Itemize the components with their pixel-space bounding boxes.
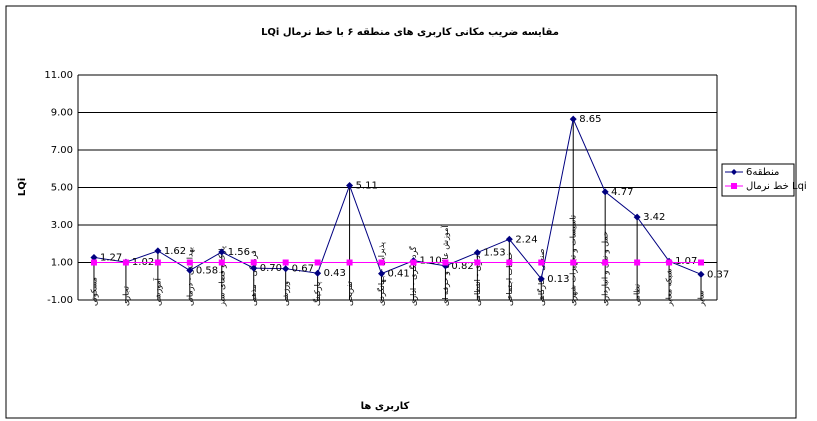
marker [90, 253, 98, 261]
data-label: 1.10 [419, 256, 441, 267]
data-label: 1.56 [228, 247, 250, 258]
marker [538, 259, 545, 266]
y-tick-label: 11.00 [44, 70, 73, 81]
marker [506, 259, 513, 266]
y-tick-label: -1.00 [47, 295, 73, 306]
y-tick-label: 3.00 [51, 220, 73, 231]
marker [697, 270, 705, 278]
marker [474, 259, 481, 266]
marker [314, 269, 322, 277]
data-label: 1.53 [483, 248, 505, 259]
marker [282, 265, 290, 273]
x-axis-label: کاربری ها [361, 401, 410, 412]
marker [410, 259, 417, 266]
legend-label: خط نرمال Lqi [746, 181, 807, 192]
data-label: 5.11 [356, 180, 378, 191]
marker [218, 259, 225, 266]
y-tick-label: 1.00 [51, 258, 73, 269]
legend-marker [731, 169, 737, 175]
marker [442, 259, 449, 266]
data-label: 1.07 [675, 256, 697, 267]
marker [505, 235, 513, 243]
marker [601, 188, 609, 196]
data-label: 1.62 [164, 246, 186, 257]
marker [602, 259, 609, 266]
marker [473, 249, 481, 257]
y-tick-label: 7.00 [51, 145, 73, 156]
marker [218, 248, 226, 256]
marker [537, 275, 545, 283]
chart-title: مقایسه ضریب مکانی کاربری های منطقه ۶ با … [261, 27, 559, 38]
data-label: 2.24 [515, 234, 537, 245]
marker [634, 259, 641, 266]
data-label: 0.41 [388, 269, 410, 280]
marker [186, 266, 194, 274]
data-label: 0.67 [292, 264, 314, 275]
data-label: 0.58 [196, 265, 218, 276]
legend-marker [731, 183, 737, 189]
data-label: 0.70 [260, 263, 282, 274]
marker [698, 259, 705, 266]
y-tick-label: 5.00 [51, 183, 73, 194]
marker [666, 259, 673, 266]
marker [346, 259, 353, 266]
marker [569, 115, 577, 123]
marker [378, 259, 385, 266]
marker [154, 247, 162, 255]
data-label: 1.27 [100, 252, 122, 263]
data-label: 8.65 [579, 114, 601, 125]
marker [154, 259, 161, 266]
marker [346, 181, 354, 189]
marker [186, 259, 193, 266]
data-label: 0.82 [451, 261, 473, 272]
marker [282, 259, 289, 266]
series-line [93, 117, 702, 280]
y-axis-label: LQi [17, 178, 28, 196]
marker [314, 259, 321, 266]
data-label: 0.37 [707, 269, 729, 280]
data-label: 0.43 [324, 268, 346, 279]
marker [570, 259, 577, 266]
marker [378, 270, 386, 278]
y-tick-label: 9.00 [51, 108, 73, 119]
marker [250, 259, 257, 266]
data-label: 3.42 [643, 212, 665, 223]
marker [633, 213, 641, 221]
marker [122, 259, 129, 266]
marker [250, 264, 258, 272]
data-label: 4.77 [611, 187, 633, 198]
chart-frame [5, 5, 797, 419]
data-label: 0.13 [547, 274, 569, 285]
legend-label: منطقه6 [746, 167, 779, 178]
marker [90, 259, 97, 266]
